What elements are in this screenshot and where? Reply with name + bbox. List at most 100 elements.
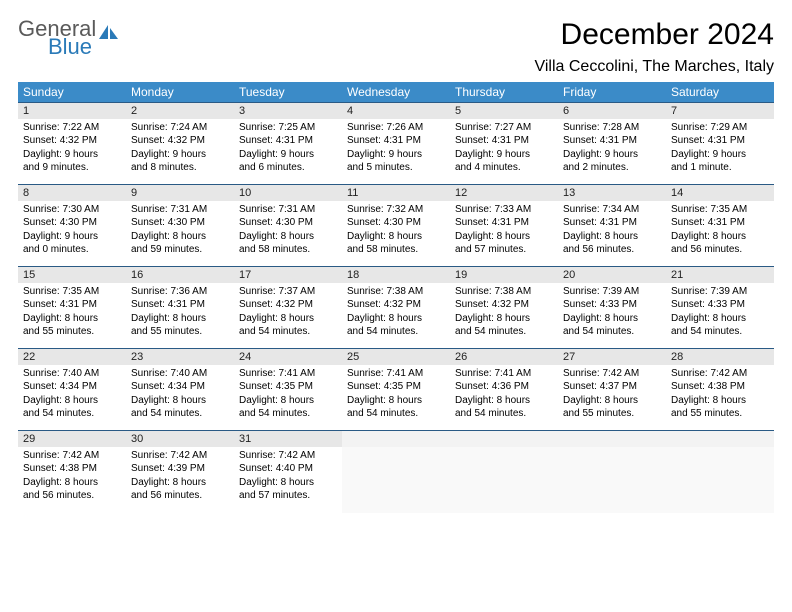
day-content-cell [450, 447, 558, 513]
location-subtitle: Villa Ceccolini, The Marches, Italy [534, 58, 774, 76]
sunset-line: Sunset: 4:32 PM [23, 134, 121, 148]
sunset-line: Sunset: 4:35 PM [347, 380, 445, 394]
daylight-line: Daylight: 8 hours [671, 394, 769, 408]
day-number-cell: 20 [558, 267, 666, 283]
sunset-line: Sunset: 4:31 PM [347, 134, 445, 148]
day-number-row: 1234567 [18, 103, 774, 119]
day-content-cell: Sunrise: 7:35 AMSunset: 4:31 PMDaylight:… [18, 283, 126, 349]
daylight-line-2: and 9 minutes. [23, 161, 121, 175]
day-number-cell: 13 [558, 185, 666, 201]
daylight-line: Daylight: 8 hours [131, 230, 229, 244]
day-header: Saturday [666, 82, 774, 103]
daylight-line-2: and 56 minutes. [131, 489, 229, 503]
day-number-cell: 26 [450, 349, 558, 365]
day-number-cell: 18 [342, 267, 450, 283]
day-content-cell: Sunrise: 7:39 AMSunset: 4:33 PMDaylight:… [666, 283, 774, 349]
daylight-line: Daylight: 8 hours [455, 230, 553, 244]
sunrise-line: Sunrise: 7:30 AM [23, 203, 121, 217]
sunrise-line: Sunrise: 7:26 AM [347, 121, 445, 135]
sunset-line: Sunset: 4:31 PM [239, 134, 337, 148]
daylight-line: Daylight: 8 hours [563, 312, 661, 326]
day-content-row: Sunrise: 7:22 AMSunset: 4:32 PMDaylight:… [18, 119, 774, 185]
daylight-line-2: and 57 minutes. [455, 243, 553, 257]
daylight-line: Daylight: 8 hours [131, 394, 229, 408]
day-number-cell: 23 [126, 349, 234, 365]
logo-text-bottom: Blue [48, 36, 120, 58]
month-title: December 2024 [534, 18, 774, 52]
sunset-line: Sunset: 4:32 PM [239, 298, 337, 312]
sunset-line: Sunset: 4:31 PM [563, 134, 661, 148]
daylight-line: Daylight: 8 hours [347, 230, 445, 244]
day-content-cell [342, 447, 450, 513]
day-content-cell: Sunrise: 7:38 AMSunset: 4:32 PMDaylight:… [450, 283, 558, 349]
sunrise-line: Sunrise: 7:35 AM [671, 203, 769, 217]
daylight-line-2: and 54 minutes. [347, 325, 445, 339]
sunrise-line: Sunrise: 7:41 AM [347, 367, 445, 381]
sunset-line: Sunset: 4:37 PM [563, 380, 661, 394]
sunrise-line: Sunrise: 7:36 AM [131, 285, 229, 299]
day-number-cell: 21 [666, 267, 774, 283]
day-content-cell: Sunrise: 7:26 AMSunset: 4:31 PMDaylight:… [342, 119, 450, 185]
day-content-row: Sunrise: 7:35 AMSunset: 4:31 PM Daylight:… [18, 283, 774, 349]
sunrise-line: Sunrise: 7:42 AM [239, 449, 337, 463]
day-content-cell: Sunrise: 7:33 AMSunset: 4:31 PMDaylight:… [450, 201, 558, 267]
day-number-cell: 3 [234, 103, 342, 119]
sunset-line: Sunset: 4:31 PM [23, 298, 121, 312]
daylight-line-2: and 2 minutes. [563, 161, 661, 175]
sunrise-line: Sunrise: 7:25 AM [239, 121, 337, 135]
daylight-line-2: and 56 minutes. [563, 243, 661, 257]
sunrise-line: Sunrise: 7:34 AM [563, 203, 661, 217]
calendar-table: SundayMondayTuesdayWednesdayThursdayFrid… [18, 82, 774, 513]
day-content-cell: Sunrise: 7:40 AMSunset: 4:34 PMDaylight:… [18, 365, 126, 431]
day-content-cell: Sunrise: 7:34 AMSunset: 4:31 PMDaylight:… [558, 201, 666, 267]
day-content-cell: Sunrise: 7:42 AMSunset: 4:40 PMDaylight:… [234, 447, 342, 513]
day-number-cell: 10 [234, 185, 342, 201]
sunset-line: Sunset: 4:32 PM [455, 298, 553, 312]
day-content-cell: Sunrise: 7:40 AMSunset: 4:34 PMDaylight:… [126, 365, 234, 431]
day-number-cell: 27 [558, 349, 666, 365]
daylight-line: Daylight: 8 hours [131, 312, 229, 326]
day-content-cell: Sunrise: 7:28 AMSunset: 4:31 PMDaylight:… [558, 119, 666, 185]
day-number-cell [666, 431, 774, 447]
sunset-line: Sunset: 4:38 PM [671, 380, 769, 394]
daylight-line: Daylight: 8 hours [347, 394, 445, 408]
sunset-line: Sunset: 4:33 PM [563, 298, 661, 312]
sunrise-line: Sunrise: 7:40 AM [131, 367, 229, 381]
sunrise-line: Sunrise: 7:28 AM [563, 121, 661, 135]
day-content-cell: Sunrise: 7:41 AMSunset: 4:35 PMDaylight:… [342, 365, 450, 431]
daylight-line: Daylight: 9 hours [563, 148, 661, 162]
sunrise-line: Sunrise: 7:35 AM [23, 285, 121, 299]
day-number-cell: 30 [126, 431, 234, 447]
day-number-cell: 9 [126, 185, 234, 201]
daylight-line: Daylight: 9 hours [455, 148, 553, 162]
day-number-row: 891011121314 [18, 185, 774, 201]
sunset-line: Sunset: 4:30 PM [23, 216, 121, 230]
day-content-cell: Sunrise: 7:41 AMSunset: 4:35 PMDaylight:… [234, 365, 342, 431]
day-number-cell: 31 [234, 431, 342, 447]
sunset-line: Sunset: 4:33 PM [671, 298, 769, 312]
day-content-cell [558, 447, 666, 513]
day-number-cell: 14 [666, 185, 774, 201]
daylight-line-2: and 5 minutes. [347, 161, 445, 175]
day-content-cell: Sunrise: 7:39 AMSunset: 4:33 PMDaylight:… [558, 283, 666, 349]
day-number-cell: 24 [234, 349, 342, 365]
daylight-line: Daylight: 9 hours [23, 148, 121, 162]
sunrise-line: Sunrise: 7:42 AM [23, 449, 121, 463]
sunrise-line: Sunrise: 7:40 AM [23, 367, 121, 381]
day-content-cell: Sunrise: 7:25 AMSunset: 4:31 PMDaylight:… [234, 119, 342, 185]
daylight-line-2: and 8 minutes. [131, 161, 229, 175]
day-content-cell: Sunrise: 7:42 AMSunset: 4:39 PMDaylight:… [126, 447, 234, 513]
header: General Blue December 2024 Villa Ceccoli… [18, 18, 774, 76]
day-header: Monday [126, 82, 234, 103]
sunset-line: Sunset: 4:34 PM [131, 380, 229, 394]
day-number-cell [450, 431, 558, 447]
day-content-cell: Sunrise: 7:42 AMSunset: 4:37 PMDaylight:… [558, 365, 666, 431]
day-number-row: 15161718192021 [18, 267, 774, 283]
daylight-line: Daylight: 9 hours [671, 148, 769, 162]
day-number-cell: 8 [18, 185, 126, 201]
sunrise-line: Sunrise: 7:22 AM [23, 121, 121, 135]
day-header-row: SundayMondayTuesdayWednesdayThursdayFrid… [18, 82, 774, 103]
day-number-cell: 1 [18, 103, 126, 119]
day-content-cell: Sunrise: 7:41 AMSunset: 4:36 PMDaylight:… [450, 365, 558, 431]
sunrise-line: Sunrise: 7:32 AM [347, 203, 445, 217]
